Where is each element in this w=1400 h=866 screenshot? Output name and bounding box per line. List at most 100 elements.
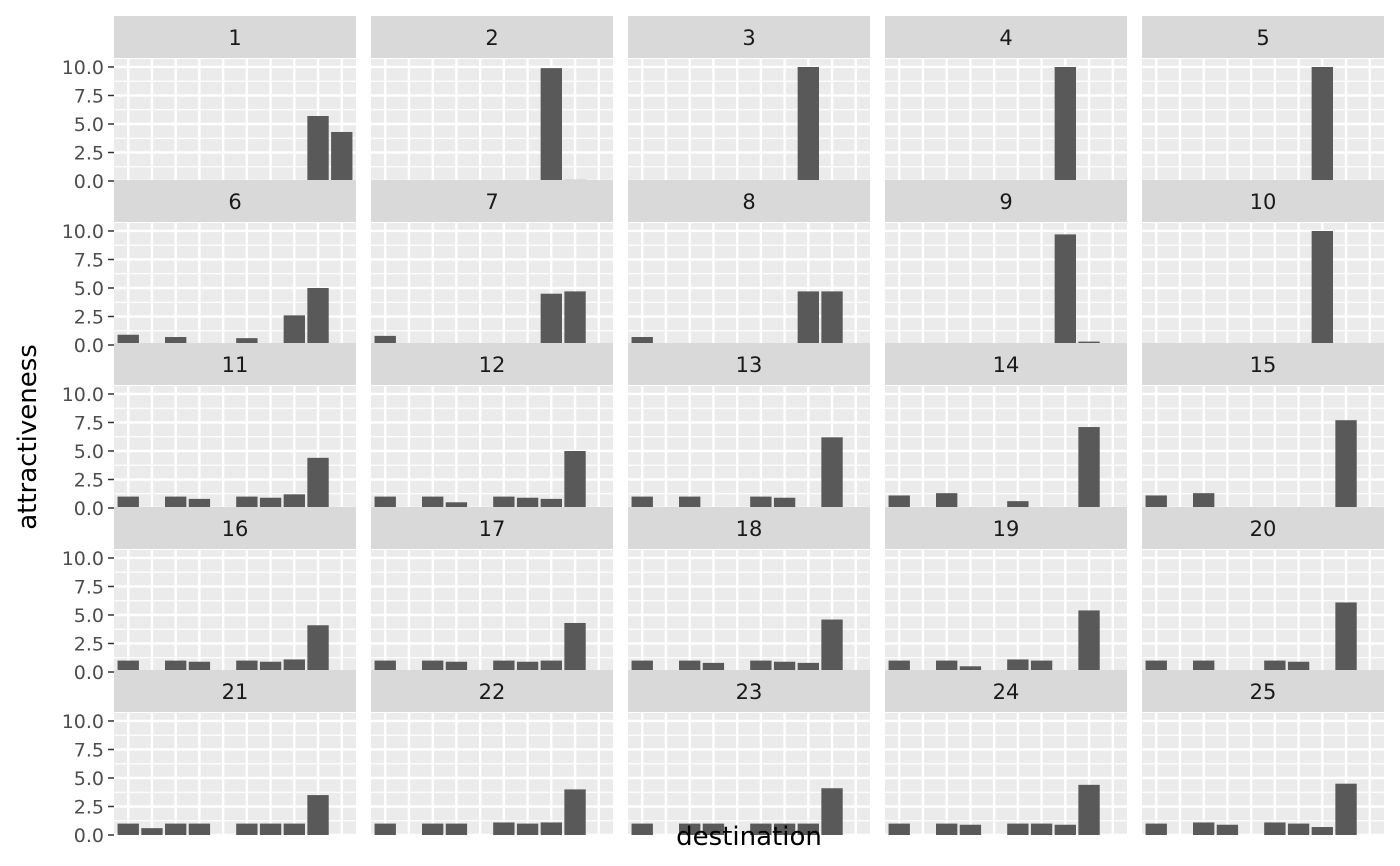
bar [493,496,515,508]
bar [117,496,139,508]
facet-strip-label: 23 [736,680,763,704]
facet-panel-6: 6 [114,180,356,347]
y-tick-label: 5.0 [74,278,104,300]
facet-panel-25: 25 [1142,670,1384,837]
bar [750,660,772,672]
bar [821,788,843,835]
panel-background [885,59,1127,181]
bar [236,496,258,508]
facet-panel-1: 1 [114,16,356,183]
bar [259,661,282,672]
bar [1030,823,1053,835]
bar [821,437,843,508]
facet-strip [628,507,870,549]
bar [564,622,586,672]
facet-strip-label: 25 [1250,680,1277,704]
panel-background [1142,59,1384,181]
bar [773,661,796,672]
facet-strip [1142,180,1384,222]
facet-strip [114,507,356,549]
y-tick-label: 7.5 [74,412,104,434]
facet-strip [371,670,613,712]
panel-background [885,223,1127,345]
facet-strip-label: 16 [222,517,249,541]
facet-strip [114,16,356,58]
bar [1054,66,1076,181]
bar [702,662,725,672]
bar [1311,230,1333,345]
facet-panel-23: 23 [628,670,870,837]
facet-panel-14: 14 [885,343,1127,510]
facet-strip [1142,16,1384,58]
facet-strip [885,670,1127,712]
facet-panel-2: 2 [371,16,613,183]
bar [1145,823,1167,835]
y-tick-label: 2.5 [74,142,104,164]
bar [445,502,468,508]
facet-panel-7: 7 [371,180,613,347]
y-tick-label: 0.0 [74,335,104,357]
bar [283,823,305,835]
facet-strip [371,507,613,549]
facet-panel-21: 21 [114,670,356,837]
facet-panel-24: 24 [885,670,1127,837]
y-axis-row-1: 0.0 2.5 5.0 7.5 10.0 [62,57,114,193]
bar [307,116,329,181]
y-tick-label: 10.0 [62,548,104,570]
facet-strip [1142,343,1384,385]
x-axis-title: destination [676,822,822,852]
bar [936,660,958,672]
bar [564,291,586,345]
facet-strip [885,507,1127,549]
bar [821,619,843,672]
facet-strip-label: 8 [742,190,755,214]
bar [445,823,468,835]
bar [307,457,329,508]
bar [540,498,562,508]
bar [773,823,796,835]
bar [1145,660,1167,672]
y-tick-label: 5.0 [74,605,104,627]
bar [631,496,653,508]
bar [1264,822,1286,835]
facet-strip [885,343,1127,385]
facet-strip-label: 22 [479,680,506,704]
y-tick-label: 0.0 [74,662,104,684]
y-tick-label: 0.0 [74,498,104,520]
bar [188,661,211,672]
facet-strip [371,180,613,222]
bar [165,337,187,345]
facet-strip [885,180,1127,222]
bar [331,131,353,181]
bar [422,823,444,835]
y-tick-label: 10.0 [62,221,104,243]
bar [959,824,982,835]
bar [188,498,211,508]
facet-strip-label: 20 [1250,517,1277,541]
bar [236,823,258,835]
y-axis-row-5: 0.0 2.5 5.0 7.5 10.0 [62,711,114,847]
y-tick-label: 2.5 [74,469,104,491]
facet-strip-label: 11 [222,353,249,377]
bar [1264,660,1286,672]
bar [679,496,701,508]
bar [1311,66,1333,181]
bar [1193,493,1215,508]
facet-panel-19: 19 [885,507,1127,674]
bar [679,823,701,835]
panel-background [371,59,613,181]
bar [307,287,329,345]
facet-strip-label: 2 [485,26,498,50]
panel-background [1142,223,1384,345]
facet-strip-label: 7 [485,190,498,214]
y-tick-label: 5.0 [74,441,104,463]
y-tick-label: 0.0 [74,171,104,193]
facet-strip [114,670,356,712]
bar [259,497,282,508]
facet-strip-label: 3 [742,26,755,50]
panel-background [628,59,870,181]
facet-strip-label: 14 [993,353,1020,377]
facet-panel-22: 22 [371,670,613,837]
facet-panel-11: 11 [114,343,356,510]
y-tick-label: 2.5 [74,306,104,328]
